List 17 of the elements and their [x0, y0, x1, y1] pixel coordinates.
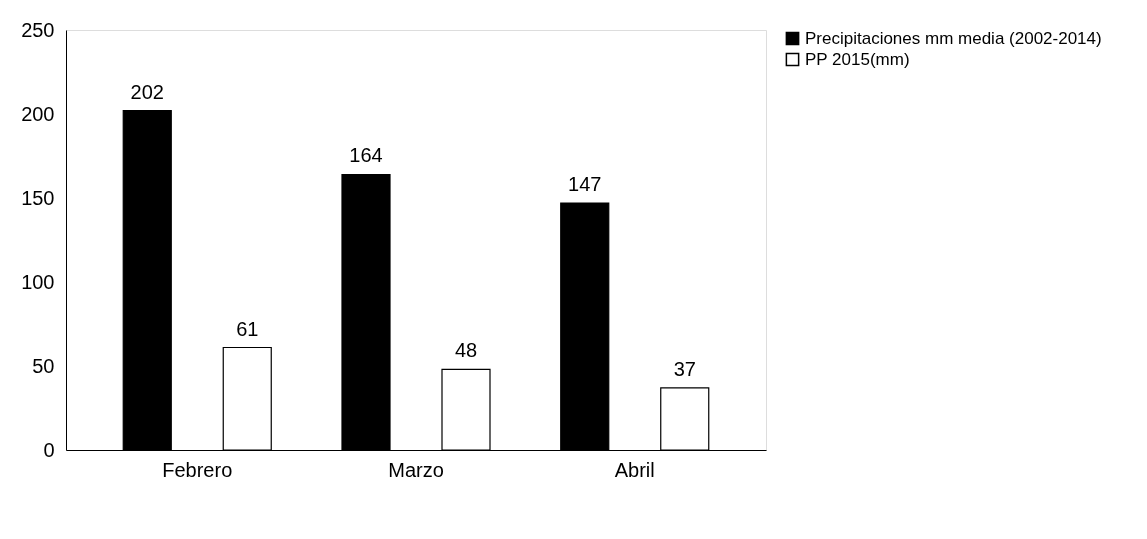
x-tick-label: Abril — [614, 458, 655, 481]
x-tick-label: Febrero — [162, 458, 233, 481]
y-tick-label: 150 — [21, 186, 55, 209]
data-label: 147 — [568, 173, 602, 196]
legend-label: PP 2015(mm) — [805, 49, 910, 69]
data-label: 48 — [454, 339, 478, 362]
y-tick-label: 100 — [21, 270, 55, 293]
y-tick-label: 50 — [32, 354, 55, 377]
x-tick-label: Marzo — [388, 458, 444, 481]
y-tick-label: 0 — [43, 438, 55, 461]
data-label: 202 — [130, 80, 164, 103]
y-tick-label: 250 — [21, 18, 55, 41]
legend-label: Precipitaciones mm media (2002-2014) — [805, 28, 1102, 48]
data-label: 61 — [236, 317, 259, 340]
data-label: 164 — [349, 144, 383, 167]
data-label: 37 — [673, 357, 696, 380]
y-tick-label: 200 — [21, 102, 55, 125]
